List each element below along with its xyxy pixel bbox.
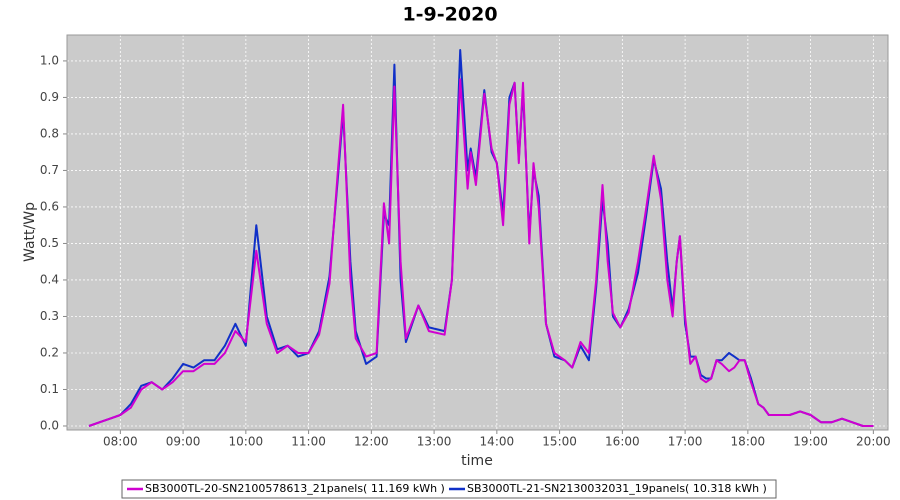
x-tick-label: 09:00 (166, 435, 201, 449)
y-tick-label: 0.6 (40, 199, 59, 213)
x-tick-label: 11:00 (291, 435, 326, 449)
plot-border (66, 34, 889, 431)
y-tick-label: 0.4 (40, 272, 59, 286)
y-tick-label: 0.9 (40, 90, 59, 104)
legend-label: SB3000TL-21-SN2130032031_19panels( 10.31… (467, 482, 767, 495)
x-tick-label: 12:00 (354, 435, 389, 449)
y-tick-label: 1.0 (40, 53, 59, 67)
x-tick-label: 08:00 (103, 435, 138, 449)
x-axis-label: time (461, 453, 493, 469)
x-tick-label: 20:00 (856, 435, 891, 449)
x-tick-label: 17:00 (668, 435, 703, 449)
y-tick-label: 0.8 (40, 126, 59, 140)
x-tick-label: 16:00 (605, 435, 640, 449)
y-axis-label: Watt/Wp (22, 202, 38, 262)
y-tick-label: 0.2 (40, 345, 59, 359)
series-line (88, 78, 874, 427)
x-tick-label: 10:00 (229, 435, 264, 449)
y-tick-label: 0.1 (40, 382, 59, 396)
y-tick-label: 0.7 (40, 163, 59, 177)
chart-title: 1-9-2020 (402, 4, 497, 26)
y-tick-label: 0.5 (40, 236, 59, 250)
x-tick-label: 19:00 (793, 435, 828, 449)
x-tick-label: 18:00 (731, 435, 766, 449)
legend-label: SB3000TL-20-SN2100578613_21panels( 11.16… (145, 482, 445, 495)
x-tick-label: 15:00 (542, 435, 577, 449)
y-tick-label: 0.3 (40, 309, 59, 323)
y-tick-label: 0.0 (40, 418, 59, 432)
x-tick-label: 13:00 (417, 435, 452, 449)
x-tick-label: 14:00 (480, 435, 515, 449)
